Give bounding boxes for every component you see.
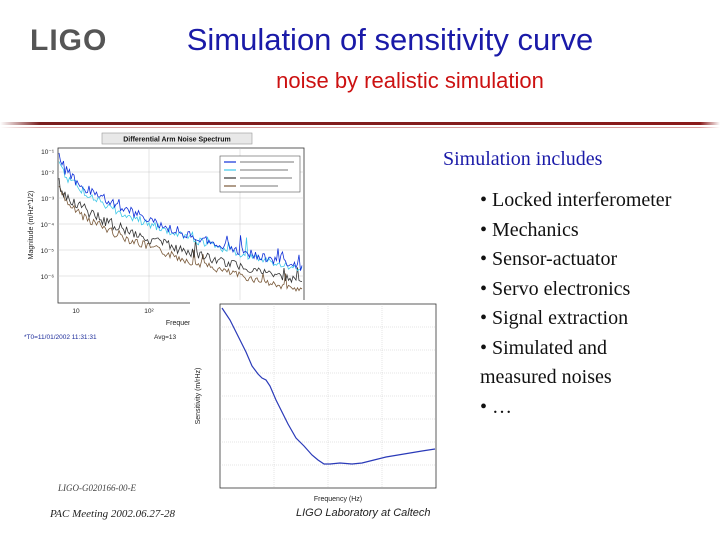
bullet-item: • Sensor-actuator bbox=[480, 248, 618, 270]
simulation-bullet-list: • Locked interferometer • Mechanics • Se… bbox=[480, 186, 720, 422]
figure1-legend bbox=[219, 155, 301, 193]
figure1-timestamp: *T0=11/01/2002 11:31:31 bbox=[24, 334, 97, 341]
bullet-item: • Mechanics bbox=[480, 218, 579, 241]
bullet-item: • … bbox=[480, 395, 513, 418]
bullet-item: measured noises bbox=[480, 366, 612, 388]
document-id: LIGO-G020166-00-E bbox=[58, 483, 136, 493]
figure1-ytick: 10⁻⁴ bbox=[41, 222, 55, 229]
figure1-trace-brown bbox=[58, 185, 303, 292]
figure1-trace-dark bbox=[58, 177, 303, 284]
simulation-heading: Simulation includes bbox=[443, 148, 603, 170]
figure1-ytick: 10⁻⁵ bbox=[41, 248, 55, 255]
figure1-ytick: 10⁻⁶ bbox=[41, 274, 55, 281]
figure1-ytick: 10⁻³ bbox=[41, 196, 55, 203]
figure2-xlabel: Frequency (Hz) bbox=[314, 496, 362, 503]
ligo-logo: LIGO bbox=[30, 24, 108, 57]
figure1-traces bbox=[58, 152, 303, 292]
bullet-item: • Signal extraction bbox=[480, 307, 629, 329]
slide-subtitle: noise by realistic simulation bbox=[276, 68, 544, 93]
footer-meeting: PAC Meeting 2002.06.27-28 bbox=[50, 508, 176, 520]
figure1-ytick: 10⁻² bbox=[41, 170, 55, 177]
figure1-xtick: 10 bbox=[72, 308, 80, 315]
header-divider bbox=[0, 122, 720, 125]
figure1-ylabel: Magnitude (m/Hz^1/2) bbox=[28, 191, 35, 260]
bullet-item: • Servo electronics bbox=[480, 277, 631, 300]
figure2-ylabel: Sensitivity (m/rHz) bbox=[195, 368, 202, 425]
figure1-title: Differential Arm Noise Spectrum bbox=[123, 137, 231, 144]
figure1-trace-blue bbox=[58, 152, 303, 271]
figure1-ytick: 10⁻¹ bbox=[41, 149, 55, 156]
sensitivity-curve bbox=[221, 307, 436, 465]
header-divider-thin bbox=[0, 127, 720, 128]
bullet-item: • Locked interferometer bbox=[480, 189, 672, 211]
footer-lab: LIGO Laboratory at Caltech bbox=[296, 507, 431, 519]
slide-title: Simulation of sensitivity curve bbox=[186, 22, 594, 57]
figure1-xtick: 10² bbox=[144, 308, 154, 315]
sensitivity-figure: Sensitivity (m/rHz) Frequency (Hz) bbox=[190, 300, 446, 505]
noise-spectrum-figure: Differential Arm Noise Spectrum 10⁻¹ 10⁻… bbox=[22, 130, 322, 345]
bullet-item: • Simulated and bbox=[480, 336, 607, 359]
figure1-avg: Avg=13 bbox=[154, 334, 176, 341]
